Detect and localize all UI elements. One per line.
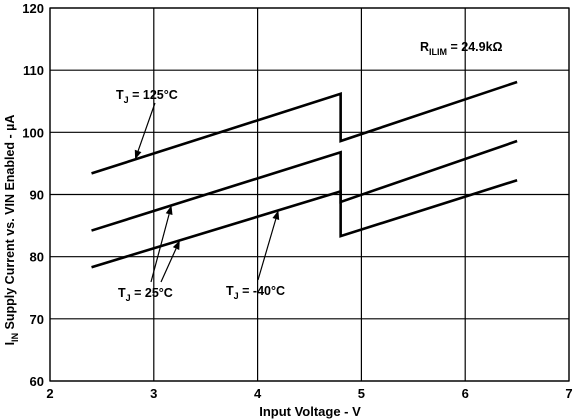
tick-labels: 2 3 4 5 6 7 60 70 80 90 100 110 120 bbox=[22, 1, 572, 401]
series-line-minus40c bbox=[91, 178, 518, 269]
x-tick-label: 6 bbox=[462, 386, 469, 401]
callout-arrows bbox=[134, 102, 280, 283]
arrow-25c-a bbox=[150, 205, 173, 283]
rilim-value: = 24.9kΩ bbox=[447, 40, 503, 54]
y-axis-label-subscript: IN bbox=[10, 333, 20, 342]
rilim-condition-label: RILIM = 24.9kΩ bbox=[420, 40, 503, 57]
y-tick-label: 110 bbox=[23, 63, 44, 78]
series-label-125c-subscript: J bbox=[124, 95, 129, 105]
series-line-125c bbox=[91, 80, 518, 175]
y-tick-label: 90 bbox=[30, 188, 44, 203]
y-axis-label-rest: Supply Current vs. VIN Enabled - µA bbox=[3, 115, 17, 333]
rilim-prefix: R bbox=[420, 40, 429, 54]
x-tick-label: 7 bbox=[565, 386, 572, 401]
series-label-minus40c: TJ = -40°C bbox=[226, 284, 285, 301]
series-curves bbox=[91, 80, 518, 269]
x-tick-label: 5 bbox=[358, 386, 365, 401]
series-label-minus40c-subscript: J bbox=[234, 291, 239, 301]
series-label-25c-rest: = 25°C bbox=[131, 286, 173, 300]
rilim-subscript: ILIM bbox=[429, 47, 447, 57]
arrow-25c-b bbox=[160, 240, 180, 283]
y-tick-label: 80 bbox=[30, 250, 44, 265]
series-label-25c-subscript: J bbox=[126, 293, 131, 303]
series-line-25c bbox=[91, 139, 518, 232]
series-label-125c: TJ = 125°C bbox=[116, 88, 178, 105]
y-tick-label: 70 bbox=[30, 312, 44, 327]
series-label-25c: TJ = 25°C bbox=[118, 286, 173, 303]
arrow-minus40c bbox=[257, 210, 280, 281]
x-tick-label: 2 bbox=[46, 386, 53, 401]
series-label-25c-prefix: T bbox=[118, 286, 126, 300]
arrow-125c bbox=[134, 102, 156, 160]
plot-frame bbox=[49, 7, 570, 382]
series-label-125c-rest: = 125°C bbox=[129, 88, 178, 102]
y-tick-label: 100 bbox=[22, 125, 44, 140]
y-tick-label: 120 bbox=[22, 1, 44, 16]
x-tick-label: 4 bbox=[254, 386, 262, 401]
series-label-125c-prefix: T bbox=[116, 88, 124, 102]
y-tick-label: 60 bbox=[30, 374, 44, 389]
grid-lines bbox=[49, 7, 570, 382]
y-axis-label: IIN Supply Current vs. VIN Enabled - µA bbox=[3, 115, 20, 346]
x-tick-label: 3 bbox=[150, 386, 157, 401]
x-axis-label: Input Voltage - V bbox=[259, 404, 361, 419]
series-label-minus40c-prefix: T bbox=[226, 284, 234, 298]
series-label-minus40c-rest: = -40°C bbox=[239, 284, 285, 298]
y-axis-label-prefix: I bbox=[3, 342, 17, 345]
